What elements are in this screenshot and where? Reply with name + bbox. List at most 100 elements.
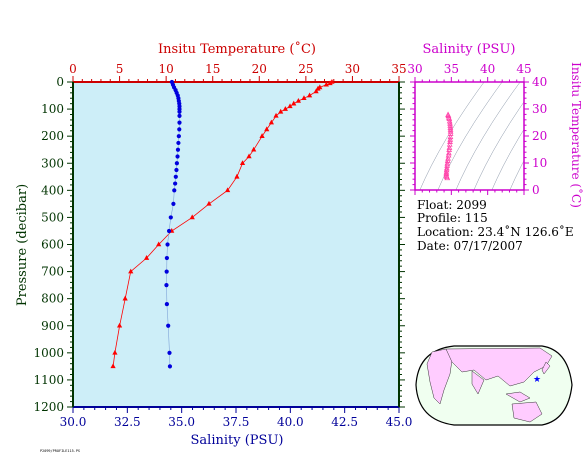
map-land-japan bbox=[541, 361, 551, 375]
salinity-data-point bbox=[175, 154, 180, 159]
ts-salinity-tick-label: 30 bbox=[407, 62, 422, 76]
temperature-data-point bbox=[189, 214, 195, 220]
pressure-tick-label: 700 bbox=[41, 265, 64, 279]
temperature-tick-label: 15 bbox=[205, 62, 220, 76]
temperature-data-point bbox=[259, 133, 265, 138]
pressure-axis-title: Pressure (decibar) bbox=[15, 184, 30, 306]
temperature-tick-label: 30 bbox=[345, 62, 360, 76]
isopycnal-curve bbox=[491, 128, 524, 190]
salinity-tick-label: 32.5 bbox=[114, 415, 141, 429]
temperature-data-point bbox=[315, 85, 321, 91]
temperature-data-point bbox=[122, 295, 128, 301]
ts-salinity-tick-label: 40 bbox=[480, 62, 495, 76]
temperature-data-point bbox=[110, 363, 116, 369]
ts-data-point bbox=[446, 144, 453, 150]
salinity-data-point bbox=[166, 228, 172, 234]
ts-temperature-tick-label: 40 bbox=[532, 75, 547, 89]
salinity-data-point bbox=[175, 147, 181, 152]
ts-salinity-axis-title: Salinity (PSU) bbox=[423, 42, 516, 57]
temperature-data-point bbox=[282, 106, 288, 111]
ts-data-point bbox=[446, 115, 453, 121]
main-plot-ticks bbox=[67, 76, 405, 413]
temperature-data-point bbox=[143, 255, 150, 260]
ts-data-point bbox=[446, 117, 453, 124]
temperature-data-point bbox=[323, 81, 329, 87]
salinity-data-point bbox=[168, 215, 173, 220]
ts-temperature-tick-label: 0 bbox=[532, 183, 540, 197]
main-plot-series bbox=[110, 79, 335, 369]
salinity-axis-title: Salinity (PSU) bbox=[191, 433, 284, 448]
temperature-axis-title: Insitu Temperature (˚C) bbox=[158, 41, 316, 57]
salinity-tick-label: 35.0 bbox=[168, 415, 195, 429]
map-land-asia bbox=[445, 347, 553, 387]
float-location-star-icon: ★ bbox=[533, 375, 541, 385]
temperature-data-point bbox=[112, 349, 118, 355]
temperature-tick-label: 5 bbox=[116, 62, 124, 76]
map-land-australia bbox=[511, 401, 543, 423]
temperature-data-point bbox=[268, 119, 274, 125]
salinity-data-point bbox=[177, 127, 182, 132]
pressure-tick-label: 1200 bbox=[33, 400, 64, 414]
pressure-tick-label: 800 bbox=[41, 292, 64, 306]
salinity-data-point bbox=[174, 167, 179, 173]
date-text: Date: 07/17/2007 bbox=[417, 239, 523, 253]
temperature-data-point bbox=[295, 97, 302, 103]
ts-data-point bbox=[447, 136, 454, 142]
ts-temperature-tick-label: 10 bbox=[532, 156, 547, 170]
salinity-data-point bbox=[164, 269, 169, 274]
salinity-tick-label: 45.0 bbox=[386, 415, 413, 429]
ts-temperature-tick-label: 30 bbox=[532, 102, 547, 116]
location-text: Location: 23.4˚N 126.6˚E bbox=[417, 224, 574, 239]
temperature-data-point bbox=[206, 200, 212, 206]
location-map: ★ bbox=[415, 345, 573, 426]
ts-salinity-tick-label: 35 bbox=[444, 62, 459, 76]
temperature-tick-label: 35 bbox=[391, 62, 406, 76]
salinity-data-point bbox=[172, 188, 177, 193]
temperature-data-point bbox=[128, 268, 134, 274]
ts-temperature-axis-title: Insitu Temperature (˚C) bbox=[569, 62, 584, 208]
pressure-tick-label: 300 bbox=[41, 156, 64, 170]
map-land-india bbox=[471, 370, 485, 395]
isopycnal-curve bbox=[455, 82, 521, 190]
temperature-data-point bbox=[264, 126, 270, 132]
pressure-tick-label: 600 bbox=[41, 238, 64, 252]
temperature-data-point bbox=[306, 92, 313, 98]
ts-data-point bbox=[447, 128, 454, 134]
temperature-data-point bbox=[225, 187, 231, 193]
ts-salinity-tick-label: 45 bbox=[516, 62, 531, 76]
pressure-tick-label: 400 bbox=[41, 183, 64, 197]
salinity-data-point bbox=[176, 140, 181, 146]
salinity-data-point bbox=[167, 364, 173, 369]
salinity-data-point bbox=[176, 134, 181, 139]
salinity-data-point bbox=[167, 350, 172, 355]
temperature-data-point bbox=[251, 146, 257, 152]
map-land-indonesia bbox=[505, 391, 531, 403]
pressure-tick-label: 1100 bbox=[33, 373, 64, 387]
temperature-data-point bbox=[239, 160, 246, 166]
salinity-data-point bbox=[166, 323, 171, 328]
isopycnal-curve bbox=[509, 160, 524, 190]
ts-data-point bbox=[447, 138, 453, 144]
salinity-data-point bbox=[165, 242, 170, 247]
ts-data-point bbox=[447, 133, 454, 140]
profile-number-text: Profile: 115 bbox=[417, 211, 488, 225]
ts-density-contours bbox=[419, 82, 524, 190]
ts-data-point bbox=[446, 149, 452, 156]
temperature-data-point bbox=[327, 80, 333, 86]
temperature-data-point bbox=[156, 241, 162, 247]
salinity-data-point bbox=[177, 109, 182, 114]
temperature-tick-label: 20 bbox=[252, 62, 267, 76]
salinity-tick-label: 40.0 bbox=[277, 415, 304, 429]
salinity-tick-label: 30.0 bbox=[60, 415, 87, 429]
temperature-data-point bbox=[313, 88, 319, 94]
salinity-data-point bbox=[171, 201, 176, 206]
main-plot-tick-labels: 0 5 10 15 20 25 30 35 30.0 32.5 35.0 37.5 40.0 42.5 45… bbox=[33, 62, 412, 429]
temperature-data-point bbox=[278, 108, 284, 114]
salinity-tick-label: 37.5 bbox=[223, 415, 250, 429]
ts-temperature-tick-label: 20 bbox=[532, 129, 547, 143]
ts-data-point bbox=[443, 168, 450, 175]
temperature-tick-label: 25 bbox=[298, 62, 313, 76]
